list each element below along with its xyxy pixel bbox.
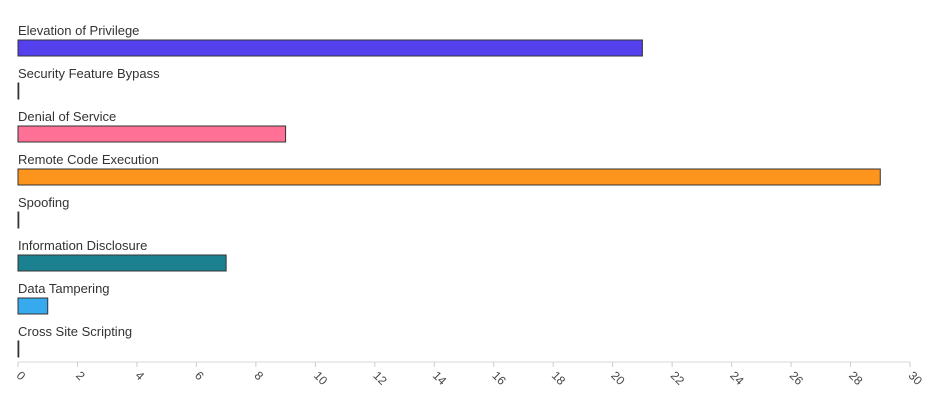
x-tick-label: 26 [787, 368, 807, 388]
x-tick-label: 20 [608, 368, 628, 388]
bars-layer: Elevation of Privilege Security Feature B… [17, 23, 881, 358]
x-tick-label: 24 [727, 368, 747, 388]
category-label-spoofing: Spoofing [18, 195, 69, 210]
category-label-remote-code-execution: Remote Code Execution [18, 152, 159, 167]
bar-elevation-of-privilege[interactable] [17, 39, 643, 57]
x-tick-label: 6 [192, 368, 207, 383]
x-tick-label: 4 [133, 368, 148, 383]
category-label-elevation-of-privilege: Elevation of Privilege [18, 23, 139, 38]
bar-spoofing[interactable] [17, 211, 20, 229]
x-tick-label: 2 [73, 368, 88, 383]
x-axis: 0 2 4 6 8 10 12 14 16 18 20 22 24 26 28 30 [14, 362, 926, 388]
category-label-data-tampering: Data Tampering [18, 281, 110, 296]
category-label-denial-of-service: Denial of Service [18, 109, 116, 124]
category-label-cross-site-scripting: Cross Site Scripting [18, 324, 132, 339]
x-tick-label: 30 [906, 368, 926, 388]
x-tick-label: 18 [549, 368, 569, 388]
x-tick-label: 8 [252, 368, 267, 383]
x-tick-label: 0 [14, 368, 29, 383]
x-tick-label: 28 [846, 368, 866, 388]
category-label-information-disclosure: Information Disclosure [18, 238, 147, 253]
bar-data-tampering[interactable] [17, 297, 49, 315]
x-tick-label: 16 [489, 368, 509, 388]
bar-cross-site-scripting[interactable] [17, 340, 20, 358]
bar-remote-code-execution[interactable] [17, 168, 881, 186]
x-tick-label: 10 [311, 368, 331, 388]
bar-security-feature-bypass[interactable] [17, 82, 20, 100]
x-tick-label: 12 [370, 368, 390, 388]
bar-denial-of-service[interactable] [17, 125, 287, 143]
x-tick-label: 14 [430, 368, 450, 388]
bar-information-disclosure[interactable] [17, 254, 227, 272]
x-tick-label: 22 [668, 368, 688, 388]
category-label-security-feature-bypass: Security Feature Bypass [18, 66, 160, 81]
